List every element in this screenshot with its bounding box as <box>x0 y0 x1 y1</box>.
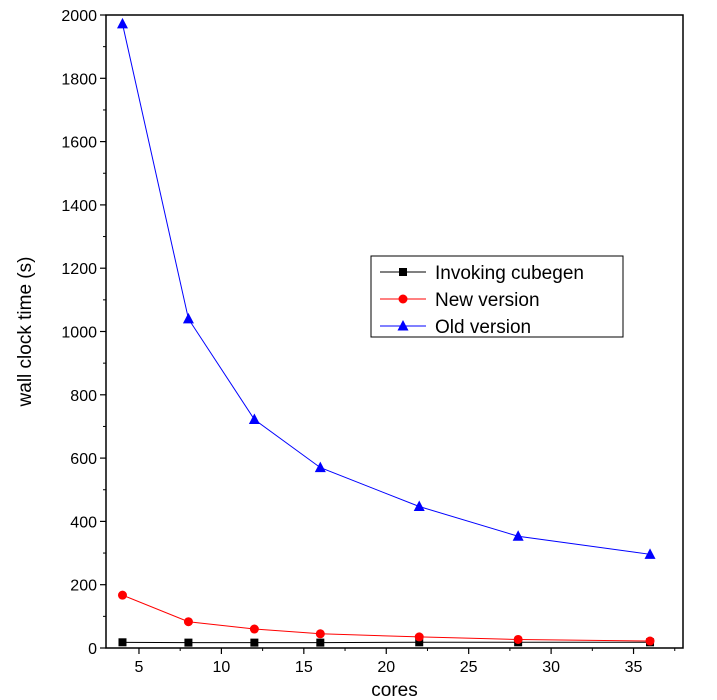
x-tick-label: 35 <box>625 659 643 676</box>
data-point <box>184 638 193 647</box>
y-tick-label: 1800 <box>61 71 97 88</box>
legend: Invoking cubegen New version Old version <box>370 255 624 338</box>
data-point <box>415 638 424 647</box>
legend-marker <box>398 294 408 304</box>
y-tick-label: 800 <box>70 388 97 405</box>
legend-item: New version <box>380 290 540 311</box>
data-point <box>250 638 259 647</box>
y-tick-label: 1200 <box>61 261 97 278</box>
series-line <box>122 594 651 642</box>
y-tick-label: 0 <box>88 641 97 658</box>
x-tick-label: 25 <box>460 659 478 676</box>
x-axis-label: cores <box>371 680 417 700</box>
x-tick-label: 20 <box>377 659 395 676</box>
y-tick-label: 1600 <box>61 135 97 152</box>
data-point <box>118 638 127 647</box>
data-point <box>116 17 128 29</box>
legend-item: Invoking cubegen <box>380 263 584 284</box>
y-axis-label: wall clock time (s) <box>15 257 36 408</box>
legend-marker <box>399 268 407 276</box>
series-old-version <box>116 17 656 559</box>
y-tick-label: 1000 <box>61 325 97 342</box>
legend-box <box>370 255 624 338</box>
x-tick-label: 15 <box>295 659 313 676</box>
data-point <box>414 632 424 642</box>
legend-item: Old version <box>380 317 531 338</box>
series-layer <box>116 17 656 647</box>
x-axis: 5 10 15 20 25 30 35 <box>135 648 676 676</box>
y-tick-label: 200 <box>70 578 97 595</box>
data-point <box>182 312 194 324</box>
data-point <box>248 413 260 424</box>
y-axis: 0 200 400 600 800 1000 1200 1400 1600 1800 2000 <box>61 8 106 658</box>
legend-label: Invoking cubegen <box>435 263 584 284</box>
data-point <box>315 629 325 639</box>
legend-marker <box>397 320 409 331</box>
legend-label: New version <box>435 290 540 311</box>
data-point <box>645 636 655 646</box>
data-point <box>183 617 193 627</box>
data-point <box>117 590 127 600</box>
data-point <box>644 548 656 559</box>
series-new-version <box>117 590 655 646</box>
y-tick-label: 2000 <box>61 8 97 25</box>
data-point <box>513 634 523 644</box>
x-tick-label: 5 <box>135 659 144 676</box>
data-point <box>512 530 524 541</box>
y-tick-label: 400 <box>70 514 97 531</box>
x-tick-label: 30 <box>542 659 560 676</box>
series-invoking-cubegen <box>118 638 655 647</box>
data-point <box>249 624 259 634</box>
y-tick-label: 1400 <box>61 198 97 215</box>
legend-label: Old version <box>435 317 531 338</box>
x-tick-label: 10 <box>213 659 231 676</box>
data-point <box>413 500 425 512</box>
data-point <box>314 461 326 473</box>
data-point <box>316 638 325 647</box>
y-tick-label: 600 <box>70 451 97 468</box>
